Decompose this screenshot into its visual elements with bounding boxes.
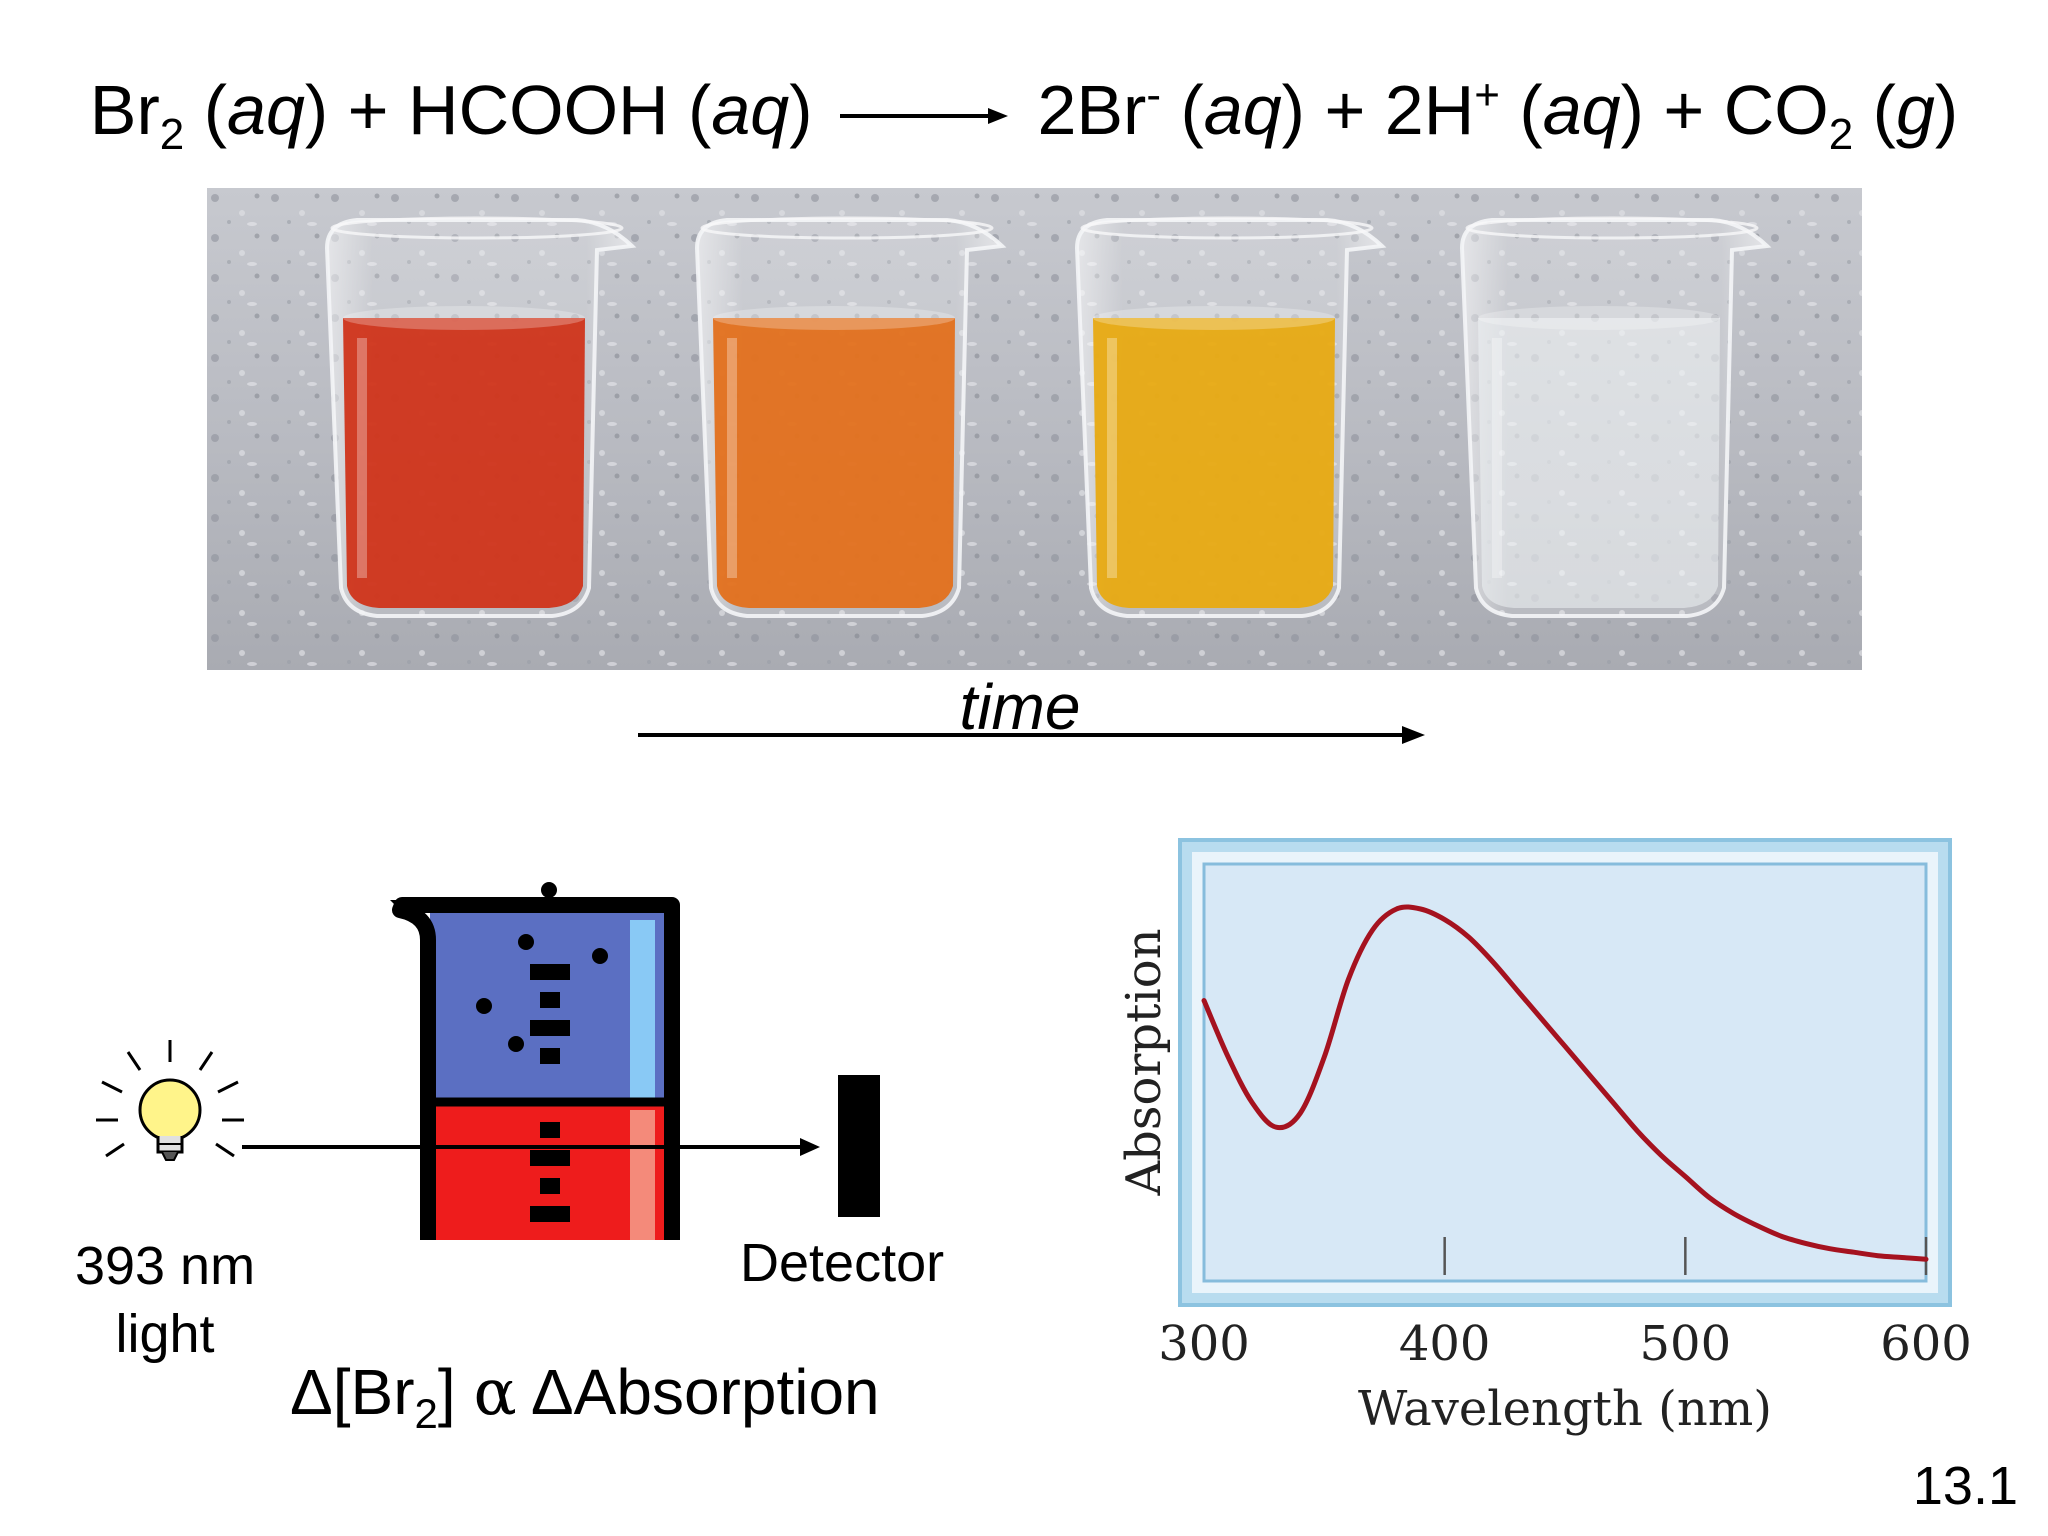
detector-label: Detector: [740, 1233, 945, 1293]
detector-icon: [838, 1075, 880, 1217]
product-bromide: 2Br-: [1037, 70, 1162, 149]
solution-1: [343, 318, 585, 608]
solution-4: [1478, 318, 1720, 608]
absorption-spectrum-chart: 300 400 500 600 Wavelength (nm) Absorption: [1116, 838, 1972, 1437]
beaker-1: [324, 216, 637, 618]
spectrum-line: [1201, 904, 1929, 1262]
x-tick-label: 500: [1640, 1316, 1732, 1372]
reactant-formic-acid: HCOOH: [408, 71, 669, 149]
state-aq: aq: [1542, 71, 1621, 149]
solution-3: [1093, 318, 1335, 608]
reaction-equation: Br2 (aq) + HCOOH (aq) 2Br- (aq) + 2H+ (a…: [89, 70, 1959, 159]
product-co2: CO2: [1723, 71, 1854, 159]
reactant-br2: Br2: [89, 71, 185, 159]
plus-sign: +: [347, 71, 389, 149]
state-gas: g: [1895, 71, 1935, 149]
beaker-4: [1459, 216, 1772, 618]
time-label: time: [959, 671, 1081, 743]
plus-sign: +: [1663, 71, 1705, 149]
x-tick-label: 600: [1880, 1316, 1972, 1372]
plus-sign: +: [1324, 71, 1366, 149]
proportionality-relation: Δ[Br2] α ΔAbsorption: [290, 1356, 880, 1437]
x-tick-label: 300: [1158, 1316, 1250, 1372]
beaker-group: [324, 216, 1772, 618]
beaker-3: [1074, 216, 1387, 618]
spectrophotometer-diagram: [96, 882, 880, 1240]
beakers-photo: [207, 188, 1862, 670]
light-beam-arrow-icon: [242, 1138, 820, 1156]
time-arrow-icon: [638, 726, 1425, 744]
state-aq: aq: [1203, 71, 1282, 149]
light-source-label: 393 nm light: [74, 1236, 256, 1364]
state-aq: aq: [227, 71, 305, 149]
light-bulb-icon: [96, 1040, 244, 1161]
slide-number: 13.1: [1912, 1456, 2018, 1516]
product-hydrogen-ion: 2H+: [1384, 70, 1500, 149]
x-tick-label: 400: [1399, 1316, 1491, 1372]
reaction-arrow-icon: [839, 107, 1008, 124]
sample-beaker: [390, 882, 680, 1240]
solution-2: [713, 318, 955, 608]
y-axis-label: Absorption: [1116, 928, 1172, 1196]
plot-area: [1202, 862, 1928, 1283]
state-aq: aq: [711, 71, 790, 149]
beaker-2: [694, 216, 1007, 618]
x-axis-label: Wavelength (nm): [1358, 1381, 1772, 1437]
